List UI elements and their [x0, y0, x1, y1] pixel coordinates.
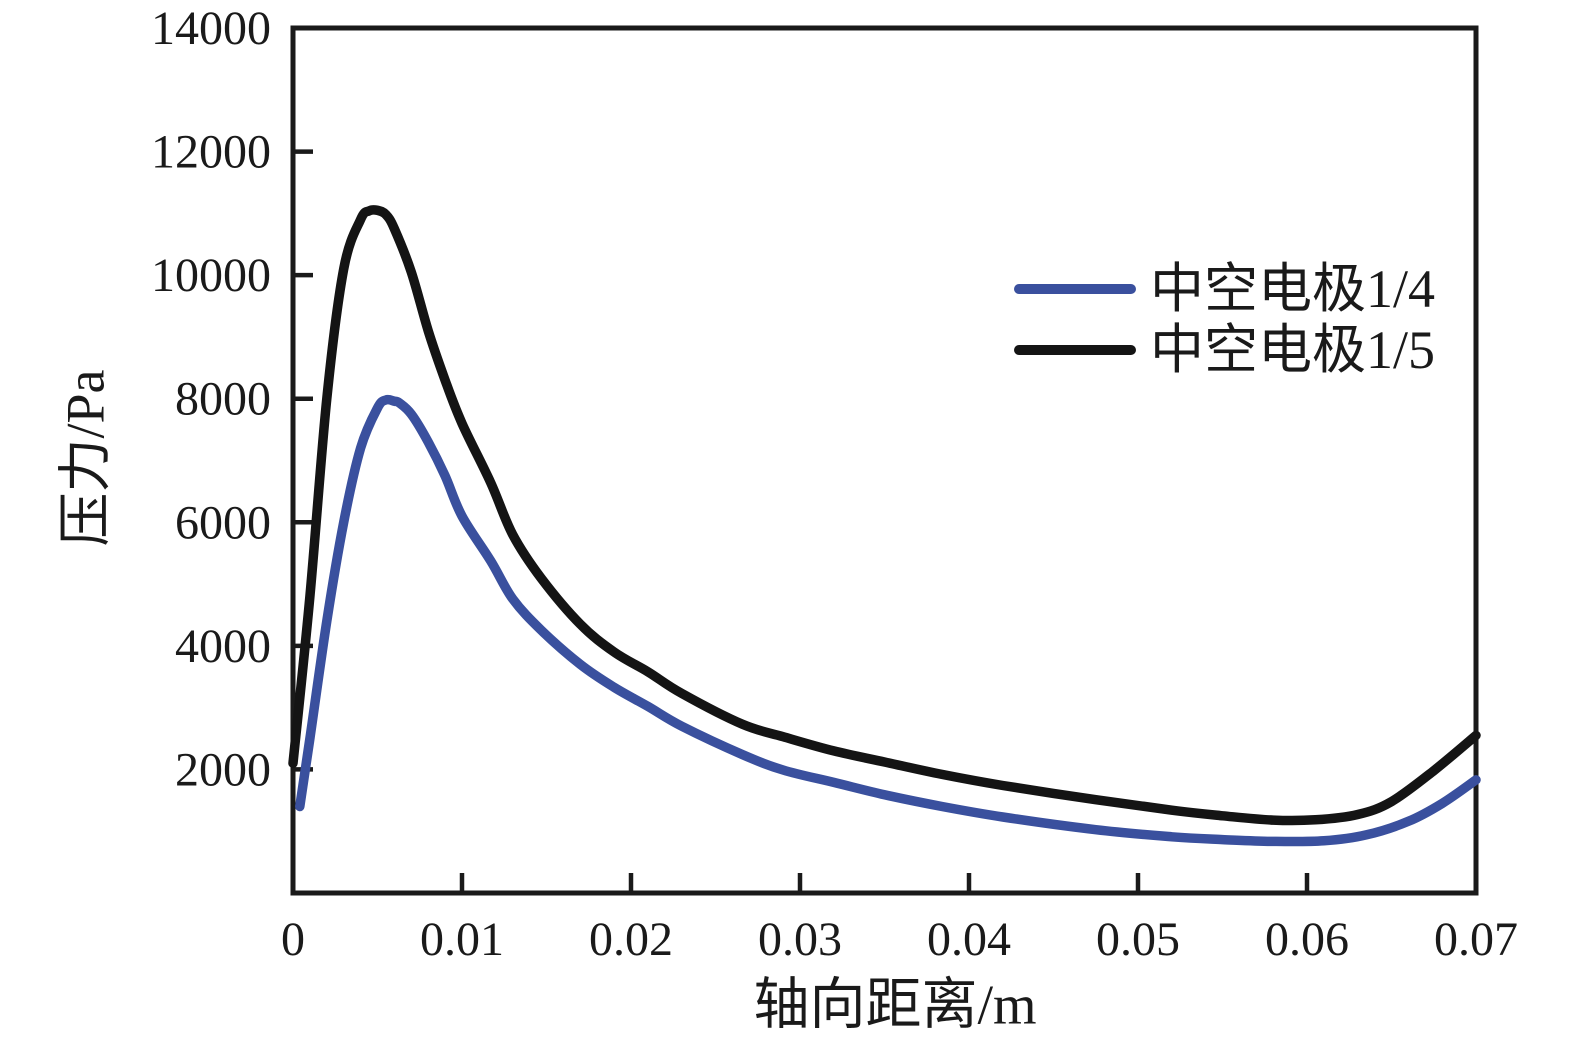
- x-tick-label: 0.07: [1434, 913, 1518, 966]
- plot-border: [290, 25, 1479, 896]
- legend: 中空电极1/4 中空电极1/5: [1014, 258, 1435, 380]
- y-tick-label: 12000: [151, 126, 271, 179]
- x-tick-label: 0.06: [1265, 913, 1349, 966]
- x-tick-label: 0.04: [927, 913, 1011, 966]
- y-tick-label: 8000: [175, 373, 271, 426]
- x-tick-label: 0.01: [420, 913, 504, 966]
- x-tick-label: 0.03: [758, 913, 842, 966]
- x-axis-title: 轴向距离/m: [753, 974, 1037, 1037]
- series-line-0: [295, 394, 1481, 847]
- legend-label: 中空电极1/4: [1150, 258, 1436, 319]
- y-tick-label: 4000: [175, 620, 271, 673]
- y-tick-label: 14000: [151, 2, 271, 55]
- legend-item: 中空电极1/5: [1014, 319, 1435, 380]
- legend-item: 中空电极1/4: [1014, 258, 1435, 319]
- x-tick-label: 0.02: [589, 913, 673, 966]
- legend-line-swatch: [1014, 283, 1136, 294]
- y-axis-title: 压力/Pa: [55, 369, 116, 547]
- legend-line-swatch: [1014, 344, 1136, 355]
- x-tick-label: 0: [281, 913, 305, 966]
- y-tick-label: 2000: [175, 743, 271, 796]
- y-tick-label: 10000: [151, 249, 271, 302]
- y-tick-label: 6000: [175, 496, 271, 549]
- series-line-1: [288, 205, 1481, 826]
- legend-label: 中空电极1/5: [1150, 319, 1436, 380]
- x-tick-label: 0.05: [1096, 913, 1180, 966]
